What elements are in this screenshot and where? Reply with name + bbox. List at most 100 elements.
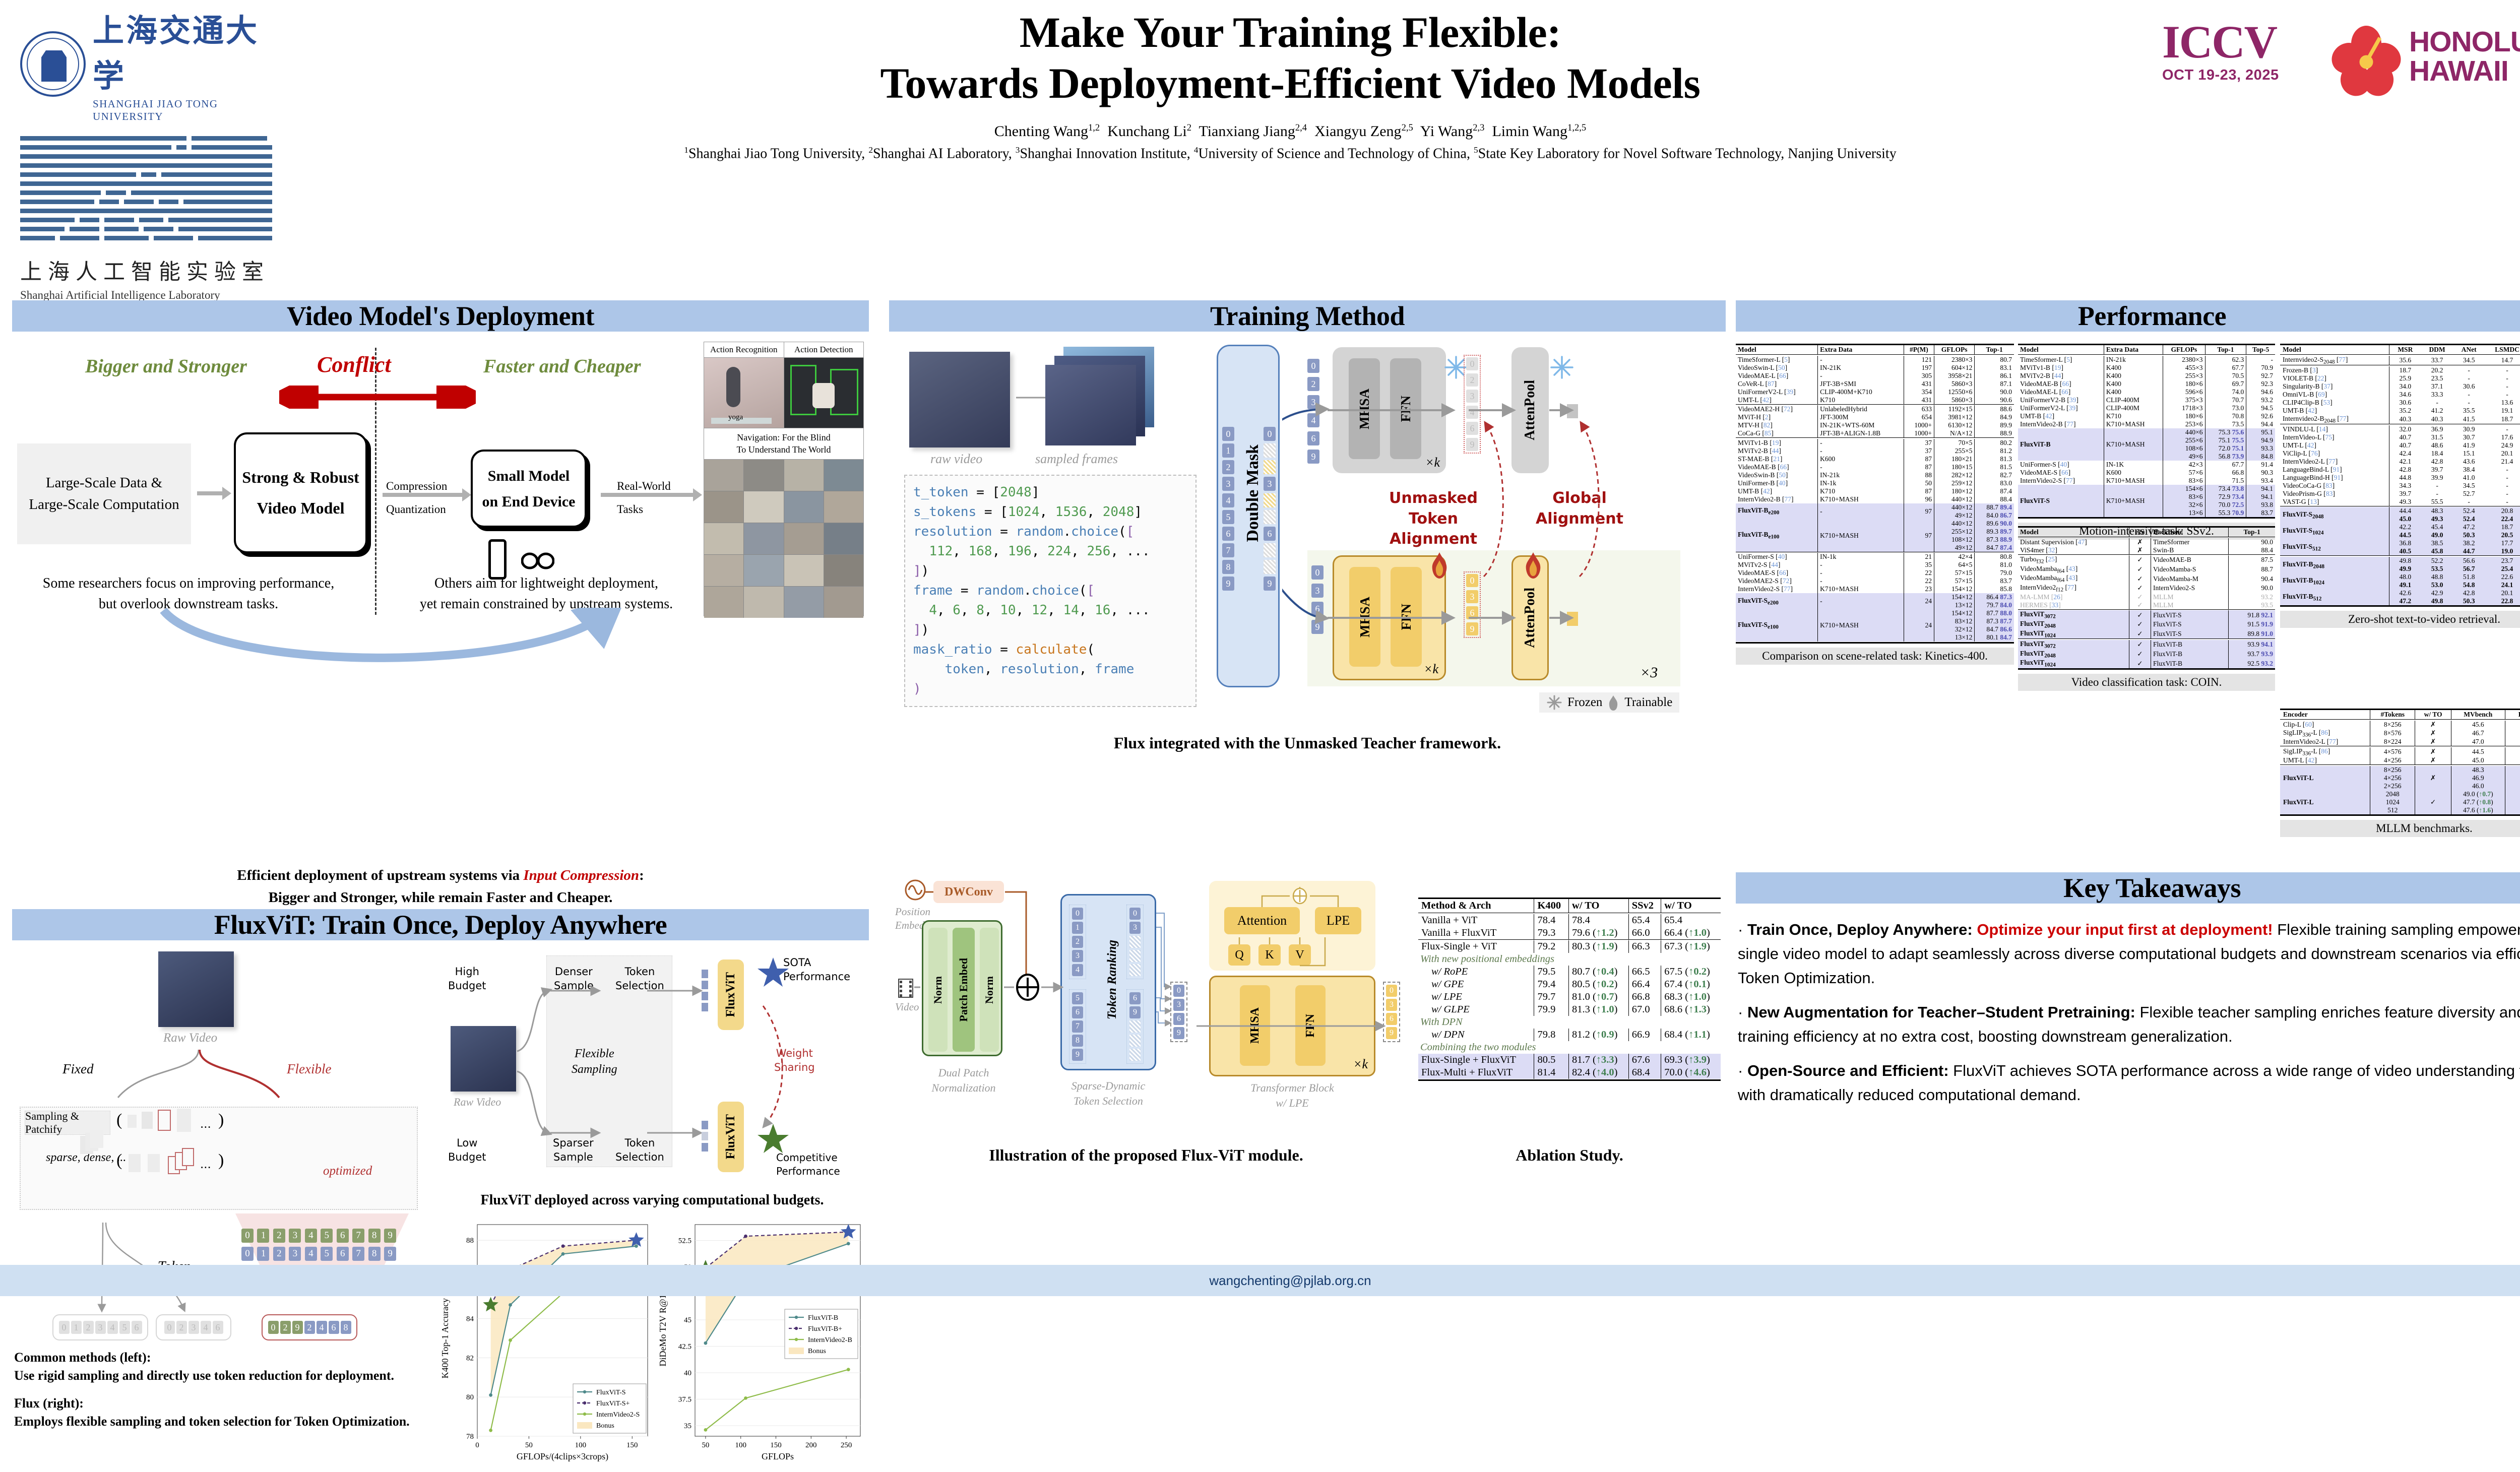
table-cell: 24.9	[2501, 441, 2513, 449]
table-cell: VideoMAE-S [66]	[2020, 468, 2071, 476]
svg-text:InternVideo2-S: InternVideo2-S	[596, 1411, 640, 1419]
table-cell: 41.2	[2431, 406, 2443, 414]
table-cell: 28.7	[2504, 738, 2520, 746]
table-cell: 41.5	[2463, 415, 2475, 423]
table-cell: w/ GLPE	[1431, 1004, 1470, 1015]
table-cell: 596×6	[2163, 388, 2206, 396]
table-row: MA-LMM [26] ✓ MLLM 93.2	[2018, 593, 2275, 601]
table-cell: 18.7	[2501, 415, 2513, 423]
table-row: ViS4mer [32] ✗ Swin-B 88.4	[2018, 546, 2275, 554]
table-row: FluxViT-Be200 -97 440×12 88.7 89.4	[1736, 503, 2014, 520]
table-cell: VideoMAE2-H [72]	[1738, 405, 1793, 413]
table-cell: 48.3	[2450, 765, 2505, 774]
table-cell: 45.6	[2450, 720, 2505, 729]
table-cell: 87.5	[2228, 555, 2275, 565]
raw-video-thumbnail-2	[451, 1026, 516, 1092]
contact-email: wangchenting@pjlab.org.cn	[1209, 1272, 1371, 1288]
table-row: InternVideo2-B [77] K710+MASH 253×6 73.5 94.…	[2018, 420, 2275, 428]
table-cell: 75.3 75.6	[2204, 428, 2246, 436]
table-cell: 13×12	[1934, 601, 1975, 609]
table-row: UniFormer-S [40] IN-1K 42×3 67.7 91.4	[2018, 460, 2275, 469]
affiliation-list: 1Shanghai Jiao Tong University, 2Shangha…	[684, 145, 1897, 162]
table-cell: 19.1	[2501, 406, 2513, 414]
table-row: UMT-B [42] K710 180×6 70.8 92.6	[2018, 412, 2275, 420]
table-row: UniFormerV2-B [39] CLIP-400M 375×3 70.7 93.2	[2018, 396, 2275, 404]
table-cell: 255×12	[1934, 527, 1975, 536]
table-cell: VideoMamba-S	[2151, 564, 2229, 574]
table-cell: 34.5	[2463, 356, 2475, 364]
svg-text:DiDeMo T2V R@1: DiDeMo T2V R@1	[658, 1295, 668, 1367]
table-row: w/ GPE 79.4 80.5 (↑0.2) 66.4 67.4 (↑0.1)	[1418, 978, 1721, 991]
phone-icon	[488, 539, 507, 580]
table-cell: -	[1817, 446, 1904, 455]
table-cell: TimeSformer-L [5]	[1738, 355, 1790, 363]
table-cell: 44.8	[2389, 473, 2421, 482]
table-cell: 70.7	[2204, 396, 2246, 404]
table-row: VideoMAE-L [66] K400 596×6 74.0 94.6	[2018, 388, 2275, 396]
table-cell: VideoPrism-G [83]	[2283, 489, 2335, 497]
table-cell: 80.3 (↑1.9)	[1568, 940, 1629, 953]
table-cell: 13×12	[1934, 633, 1975, 642]
table-cell: 23.7	[2501, 556, 2513, 564]
table-cell: 14.7	[2501, 356, 2513, 364]
table-cell: InternVideo-L [75]	[2283, 433, 2335, 441]
video-filmstrip-icon	[898, 979, 913, 998]
table-cell: 24.6	[2504, 756, 2520, 765]
table-cell: -	[2506, 497, 2508, 505]
table-cell: 67.3 (↑1.9)	[1661, 940, 1721, 953]
table-row: InternVideo2-B [77] K710+MASH 96 440×12 88.4	[1736, 495, 2014, 503]
table-cell: 79.9	[1534, 1003, 1569, 1016]
table-cell: CLIP4Clip-B [53]	[2283, 398, 2333, 406]
flow-arrows-training	[1282, 402, 1574, 625]
table-row: ViClip-L [76]42.418.415.120.149.1	[2280, 449, 2520, 458]
table-cell: SigLIP336-L [86]	[2283, 728, 2330, 738]
table-cell: 42.8	[2431, 457, 2443, 465]
label-faster-cheaper: Faster and Cheaper	[483, 356, 641, 377]
takeaway-item: · Open-Source and Efficient: FluxViT ach…	[1738, 1059, 2520, 1107]
table-cell: 12550×6	[1934, 388, 1975, 396]
ablation-group-label: Combining the two modules	[1420, 1042, 1536, 1053]
table-cell: 70.9	[2246, 363, 2275, 372]
teacher-input-tokens: 0 2 3 4 6 9	[1307, 359, 1319, 464]
table-cell: 46.9	[2450, 774, 2505, 782]
table-cell: TimeSformer-L [5]	[2020, 355, 2072, 363]
table-cell: SigLIP336-L [86]	[2283, 747, 2330, 757]
table-cell: ✓	[2128, 659, 2151, 668]
table-cell: 27.5 (↑1.9)	[2504, 806, 2520, 814]
table-cell: Clip-L [60]	[2283, 720, 2314, 728]
table-cell: UniFormerV2-L [39]	[1738, 388, 1796, 396]
table-cell: 32×6	[2163, 500, 2206, 509]
table-cell: IN-1k	[1817, 479, 1904, 487]
table-cell: 90.0	[2228, 584, 2275, 593]
table-row: FluxViT-S K710+MASH 154×6 73.4 73.8 94.1	[2018, 484, 2275, 517]
table-cell: 44.5	[2450, 747, 2505, 757]
table-cell: 23.5	[2431, 374, 2443, 382]
table-cell: JFT-300M	[1817, 413, 1904, 421]
table-cell: 83.1	[1974, 363, 2014, 372]
table-cell: 20.1	[2501, 449, 2513, 457]
edge-label-tasks: Tasks	[617, 503, 644, 516]
table-cell: 70.0 (↑4.6)	[1661, 1066, 1721, 1079]
svg-text:100: 100	[575, 1441, 587, 1449]
table-header: MSR	[2389, 344, 2421, 355]
table-header: Model	[1736, 344, 1818, 355]
table-cell: 94.9	[2246, 436, 2275, 444]
table-header: Model	[2018, 526, 2129, 537]
table-cell: 28.5 (↑0.6)	[2504, 798, 2520, 806]
table-cell: FluxViT2048	[2020, 649, 2056, 659]
table-row: FluxViT-Se100 K710+MASH 24 154×12 87.7 88.0	[1736, 609, 2014, 642]
table-cell: 34.0	[2389, 382, 2421, 391]
author-list: Chenting Wang1,2 Kunchang Li2 Tianxiang …	[994, 122, 1587, 140]
k400-table-wrap: Model Extra Data #P(M) GFLOPs Top-1 TimeSform…	[1736, 344, 2014, 665]
table-cell: 42.8	[2389, 465, 2421, 474]
table-cell: 81.0 (↑0.7)	[1568, 991, 1629, 1003]
table-cell: 45.8	[2431, 547, 2443, 555]
table-cell: InternVideo2-B [77]	[1738, 495, 1794, 503]
table-cell: ✗	[2415, 720, 2451, 729]
ablation-study-table-wrap: Method & Arch K400 w/ TO SSv2 w/ TO Vanilla +…	[1418, 898, 1721, 1081]
table-row: OmniVL-B [69]34.633.3---	[2280, 390, 2520, 399]
thumb-action-detection	[784, 358, 863, 428]
